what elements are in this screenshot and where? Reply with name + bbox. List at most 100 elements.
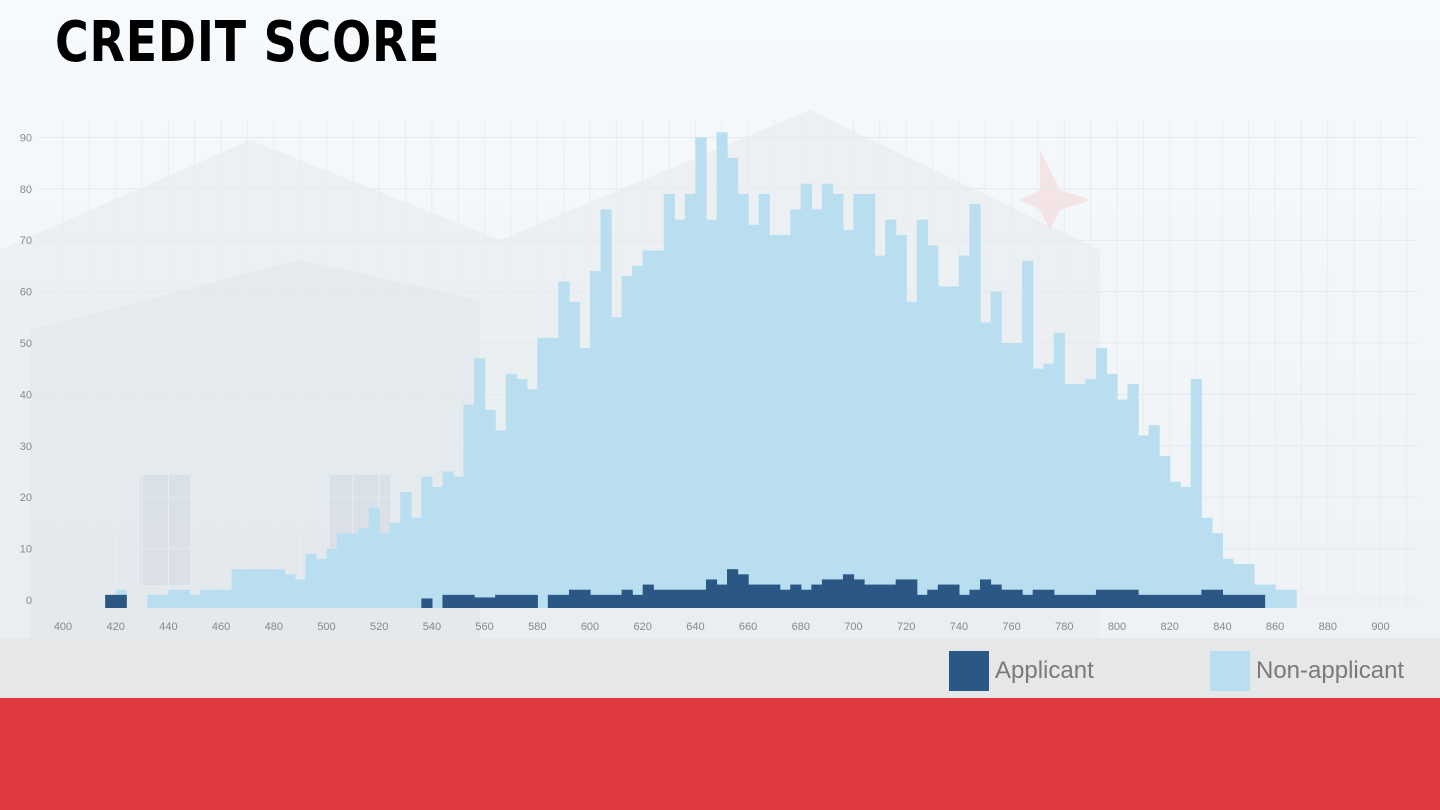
x-tick-label: 820 <box>1161 621 1179 633</box>
bar-applicant <box>484 597 496 608</box>
bar-non-applicant <box>1275 589 1287 608</box>
bar-applicant <box>716 584 728 608</box>
bar-applicant <box>895 579 907 608</box>
x-tick-label: 900 <box>1371 621 1389 633</box>
bar-non-applicant <box>452 476 465 608</box>
bar-applicant <box>748 584 760 608</box>
legend-swatch-non-applicant <box>1210 651 1250 691</box>
bar-applicant <box>1043 589 1055 608</box>
bar-non-applicant <box>305 553 317 608</box>
bar-non-applicant <box>1285 589 1297 608</box>
bar-non-applicant <box>832 193 844 608</box>
y-tick-label: 0 <box>26 595 32 607</box>
bar-non-applicant <box>800 183 812 608</box>
bar-non-applicant <box>294 579 307 608</box>
bar-applicant <box>916 594 928 608</box>
y-tick-label: 60 <box>20 287 32 299</box>
x-axis: 400 420 440 460 480 500 520 540 560 580 600 620 640 6… <box>54 621 1390 633</box>
bar-applicant <box>1222 594 1234 608</box>
bar-applicant <box>821 579 834 608</box>
bar-non-applicant <box>1043 363 1055 608</box>
bar-applicant <box>579 589 591 608</box>
bar-non-applicant <box>210 589 222 608</box>
bar-applicant <box>948 584 960 608</box>
bar-non-applicant <box>853 193 865 608</box>
bar-non-applicant <box>1222 558 1234 608</box>
bar-non-applicant <box>516 378 528 608</box>
bar-non-applicant <box>864 193 876 608</box>
y-tick-label: 30 <box>20 441 32 453</box>
bar-non-applicant <box>600 209 612 609</box>
bar-non-applicant <box>431 486 444 608</box>
bar-applicant <box>958 594 971 608</box>
bar-applicant <box>864 584 876 608</box>
x-tick-label: 460 <box>212 621 230 633</box>
bar-non-applicant <box>885 219 897 608</box>
bar-non-applicant <box>421 476 433 608</box>
bar-applicant <box>937 584 949 608</box>
bar-non-applicant <box>337 533 349 608</box>
bar-non-applicant <box>526 389 538 608</box>
bar-non-applicant <box>558 281 570 608</box>
bar-applicant <box>1074 594 1086 608</box>
bar-non-applicant <box>979 322 992 608</box>
x-tick-label: 680 <box>792 621 810 633</box>
bar-applicant <box>452 594 465 608</box>
bar-applicant <box>906 579 918 608</box>
bar-non-applicant <box>1148 425 1160 608</box>
bar-non-applicant <box>547 337 559 608</box>
x-tick-label: 660 <box>739 621 757 633</box>
bar-non-applicant <box>484 409 496 608</box>
bar-non-applicant <box>1001 343 1013 608</box>
x-tick-label: 780 <box>1055 621 1073 633</box>
y-tick-label: 90 <box>20 132 32 144</box>
x-tick-label: 420 <box>107 621 125 633</box>
y-tick-label: 20 <box>20 492 32 504</box>
bar-non-applicant <box>1106 373 1118 608</box>
bar-non-applicant <box>1095 348 1108 608</box>
x-tick-label: 740 <box>950 621 968 633</box>
bar-applicant <box>969 589 981 608</box>
bar-applicant <box>779 589 791 608</box>
bar-non-applicant <box>147 594 159 608</box>
bar-non-applicant <box>326 548 338 608</box>
bar-applicant <box>558 594 570 608</box>
y-tick-label: 50 <box>20 338 32 350</box>
bar-non-applicant <box>916 219 928 608</box>
bar-non-applicant <box>1232 564 1245 608</box>
bar-applicant <box>927 589 939 608</box>
x-tick-label: 840 <box>1213 621 1231 633</box>
bar-applicant <box>1138 594 1150 608</box>
bar-non-applicant <box>1022 260 1034 608</box>
bar-non-applicant <box>695 137 707 608</box>
bar-applicant <box>442 594 454 608</box>
x-tick-label: 800 <box>1108 621 1126 633</box>
legend-label-applicant: Applicant <box>995 657 1094 684</box>
y-axis: 0 10 20 30 40 50 60 70 80 90 <box>20 132 32 607</box>
bar-applicant <box>1011 589 1023 608</box>
bar-applicant <box>642 584 654 608</box>
bar-non-applicant <box>1180 486 1192 608</box>
bar-non-applicant <box>737 193 749 608</box>
bar-applicant <box>1022 594 1034 608</box>
x-tick-label: 760 <box>1002 621 1020 633</box>
bar-non-applicant <box>442 471 454 608</box>
bar-applicant <box>495 594 507 608</box>
x-tick-label: 620 <box>634 621 652 633</box>
bar-non-applicant <box>168 589 180 608</box>
bar-non-applicant <box>1264 584 1276 608</box>
bar-non-applicant <box>779 235 791 608</box>
bar-applicant <box>1254 594 1266 608</box>
bar-applicant <box>885 584 897 608</box>
bar-applicant <box>421 598 433 608</box>
bar-non-applicant <box>263 569 275 608</box>
footer-bar <box>0 698 1440 810</box>
bar-applicant <box>1243 594 1255 608</box>
bar-applicant <box>758 584 770 608</box>
bar-applicant <box>105 594 117 608</box>
bar-non-applicant <box>252 569 264 608</box>
x-tick-label: 400 <box>54 621 72 633</box>
bar-applicant <box>1085 594 1097 608</box>
bar-non-applicant <box>895 235 907 608</box>
bar-applicant <box>463 594 475 608</box>
